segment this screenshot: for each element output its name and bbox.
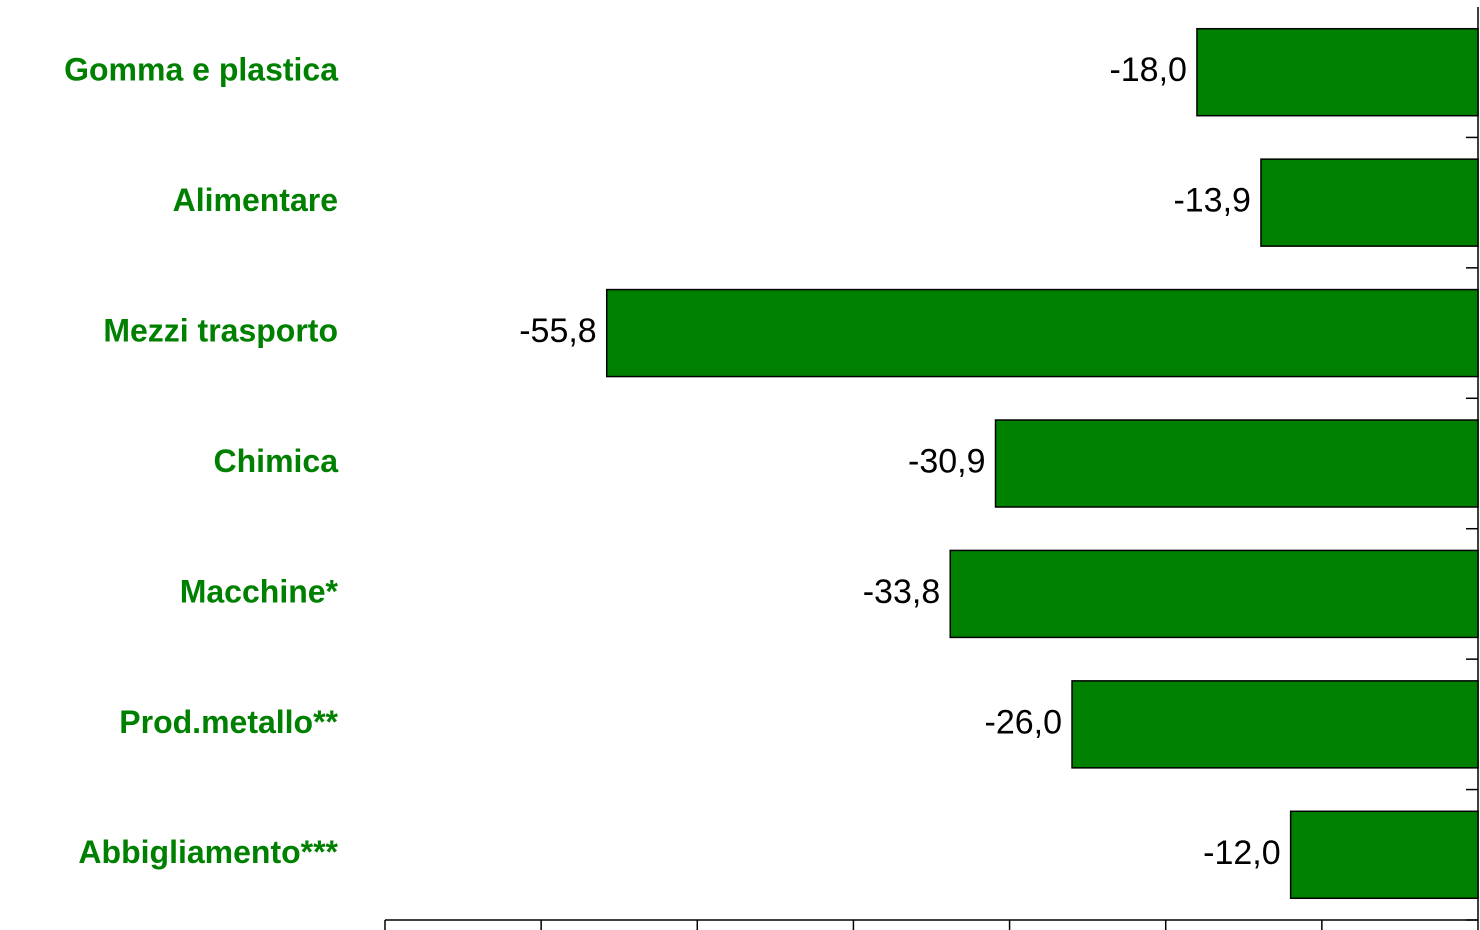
- bar: [1071, 680, 1479, 769]
- category-label: Alimentare: [173, 182, 338, 218]
- bar: [1289, 810, 1479, 900]
- data-label: -26,0: [985, 703, 1063, 741]
- category-label: Prod.metallo**: [119, 704, 338, 740]
- data-label: -30,9: [908, 442, 986, 480]
- data-label: -12,0: [1203, 834, 1281, 872]
- category-label: Mezzi trasporto: [103, 313, 338, 349]
- category-label: Gomma e plastica: [64, 52, 338, 88]
- bar: [605, 288, 1479, 378]
- bar: [1196, 27, 1479, 117]
- data-label: -33,8: [863, 573, 941, 611]
- data-label: -18,0: [1109, 51, 1187, 89]
- bar: [994, 419, 1479, 508]
- data-label: -55,8: [519, 312, 597, 350]
- data-label: -13,9: [1173, 182, 1251, 220]
- bar: [1260, 158, 1479, 247]
- category-label: Abbigliamento***: [78, 834, 338, 870]
- category-label: Chimica: [214, 443, 339, 479]
- category-label: Macchine*: [180, 573, 339, 609]
- bar: [949, 549, 1479, 639]
